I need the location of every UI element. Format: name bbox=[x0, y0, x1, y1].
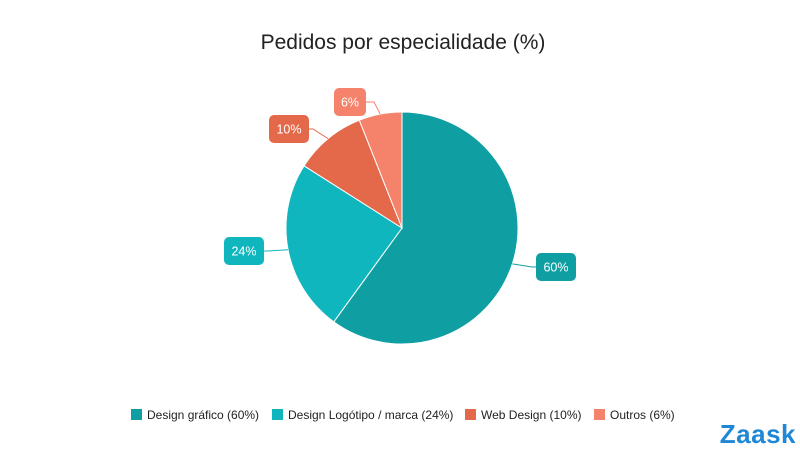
legend-label-design-log-tipo-marca: Design Logótipo / marca (24%) bbox=[288, 408, 453, 422]
data-label-bubble-design-gr-fico bbox=[536, 253, 576, 281]
data-label-bubble-web-design bbox=[269, 115, 309, 143]
data-label-bubble-outros bbox=[334, 88, 366, 116]
pie-slice-design-log-tipo-marca bbox=[285, 165, 403, 323]
pie-callouts: 60% 24% 10% 6% bbox=[224, 88, 576, 281]
legend-label-outros: Outros (6%) bbox=[610, 408, 675, 422]
zaask-logo: Zaask bbox=[719, 419, 796, 449]
data-label-outros: 6% bbox=[341, 96, 359, 110]
legend-swatch-design-gr-fico bbox=[131, 409, 142, 420]
pie-slice-design-gr-fico bbox=[333, 111, 519, 345]
pie-slice-web-design bbox=[303, 119, 404, 230]
chart-title: Pedidos por especialidade (%) bbox=[261, 31, 546, 54]
data-label-web-design: 10% bbox=[276, 123, 301, 137]
data-label-design-gr-fico: 60% bbox=[543, 261, 568, 275]
pie-slices bbox=[285, 111, 519, 345]
legend-swatch-design-log-tipo-marca bbox=[272, 409, 283, 420]
legend-label-design-gr-fico: Design gráfico (60%) bbox=[147, 408, 259, 422]
legend: Design gráfico (60%) Design Logótipo / ma… bbox=[131, 408, 675, 422]
data-label-design-log-tipo-marca: 24% bbox=[231, 245, 256, 259]
legend-swatch-outros bbox=[594, 409, 605, 420]
legend-label-web-design: Web Design (10%) bbox=[481, 408, 582, 422]
pie-slice-outros bbox=[358, 111, 403, 229]
legend-swatch-web-design bbox=[465, 409, 476, 420]
data-label-bubble-design-log-tipo-marca bbox=[224, 237, 264, 265]
